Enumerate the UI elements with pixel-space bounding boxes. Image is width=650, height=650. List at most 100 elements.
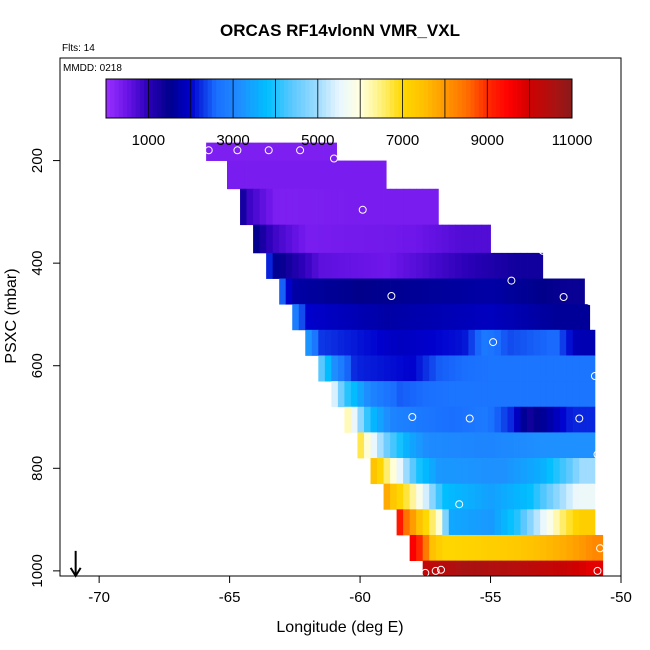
heatmap-cell-r8-c33 bbox=[533, 355, 541, 382]
heatmap-cell-r2-c1 bbox=[246, 188, 254, 226]
heatmap-cell-r13-c10 bbox=[448, 483, 456, 510]
heatmap-cell-r1-c2 bbox=[240, 160, 247, 190]
heatmap-cell-r6-c28 bbox=[474, 304, 482, 331]
heatmap-cell-r2-c5 bbox=[272, 188, 280, 226]
heatmap-cell-r6-c10 bbox=[357, 304, 365, 331]
heatmap-cell-r5-c29 bbox=[468, 278, 476, 305]
heatmap-cell-r8-c27 bbox=[494, 355, 502, 382]
heatmap-cell-r10-c8 bbox=[396, 406, 404, 433]
heatmap-cell-r7-c17 bbox=[416, 329, 424, 356]
heatmap-cell-r1-c13 bbox=[311, 160, 319, 190]
heatmap-cell-r6-c42 bbox=[566, 304, 574, 331]
heatmap-cell-r8-c14 bbox=[409, 355, 417, 382]
heatmap-cell-r4-c17 bbox=[377, 252, 384, 279]
heatmap-cell-r5-c1 bbox=[285, 278, 293, 305]
heatmap-cell-r7-c25 bbox=[468, 329, 476, 356]
heatmap-cell-r6-c30 bbox=[487, 304, 495, 331]
heatmap-cell-r12-c19 bbox=[494, 458, 502, 485]
heatmap-cell-r8-c5 bbox=[350, 355, 358, 382]
heatmap-cell-r8-c24 bbox=[474, 355, 482, 382]
heatmap-cell-r5-c38 bbox=[527, 278, 534, 305]
colorbar-swatch-86 bbox=[470, 79, 475, 118]
heatmap-cell-r14-c29 bbox=[585, 509, 593, 536]
heatmap-cell-r15-c11 bbox=[481, 534, 489, 562]
heatmap-cell-r4-c41 bbox=[533, 252, 541, 279]
chart-title: ORCAS RF14vlonN VMR_VXL bbox=[220, 21, 460, 40]
heatmap-cell-r3-c2 bbox=[266, 224, 274, 254]
heatmap-cell-r14-c12 bbox=[474, 509, 482, 536]
colorbar-swatch-41 bbox=[279, 79, 285, 118]
heatmap-cell-r12-c23 bbox=[520, 458, 528, 485]
colorbar-swatch-53 bbox=[330, 79, 336, 118]
heatmap-cell-r14-c14 bbox=[487, 509, 495, 536]
heatmap-cell-r7-c16 bbox=[409, 329, 417, 356]
heatmap-cell-r2-c13 bbox=[324, 188, 332, 226]
plot-frame bbox=[59, 57, 622, 577]
heatmap-cell-r8-c21 bbox=[455, 355, 463, 382]
heatmap-cell-r5-c2 bbox=[292, 278, 300, 305]
heatmap-cell-r11-c5 bbox=[390, 432, 397, 459]
heatmap-cell-r9-c7 bbox=[377, 381, 384, 408]
heatmap-cell-r10-c29 bbox=[533, 406, 541, 433]
heatmap-cell-r7-c36 bbox=[540, 329, 548, 356]
heatmap-cell-r10-c19 bbox=[468, 406, 476, 433]
heatmap-cell-r11-c27 bbox=[533, 432, 541, 459]
heatmap-cell-r4-c42 bbox=[540, 252, 544, 279]
colorbar-swatch-92 bbox=[495, 79, 501, 118]
heatmap-cell-r0-c5 bbox=[238, 142, 246, 161]
heatmap-cell-r11-c23 bbox=[507, 432, 515, 459]
heatmap-cell-r14-c16 bbox=[500, 509, 508, 536]
heatmap-cell-r4-c33 bbox=[481, 252, 489, 279]
heatmap-cell-r16-c24 bbox=[579, 560, 587, 577]
colorbar-swatch-81 bbox=[449, 79, 454, 118]
heatmap-cell-r6-c11 bbox=[363, 304, 371, 331]
heatmap-cell-r13-c5 bbox=[416, 483, 424, 510]
heatmap-cell-r14-c0 bbox=[396, 509, 404, 536]
heatmap-cell-r0-c19 bbox=[330, 142, 337, 161]
heatmap-cell-r0-c15 bbox=[303, 142, 311, 161]
colorbar-swatch-106 bbox=[555, 79, 560, 118]
colorbar-swatch-75 bbox=[423, 79, 429, 118]
colorbar-tick-label-0: 1000 bbox=[132, 132, 165, 149]
heatmap-cell-r13-c17 bbox=[494, 483, 502, 510]
heatmap-cell-r9-c10 bbox=[396, 381, 404, 408]
heatmap-cell-r11-c26 bbox=[527, 432, 534, 459]
heatmap-cell-r2-c4 bbox=[266, 188, 274, 226]
heatmap-cell-r16-c0 bbox=[422, 560, 430, 577]
colorbar-swatch-65 bbox=[381, 79, 386, 118]
heatmap-cell-r9-c15 bbox=[429, 381, 437, 408]
date-annotation: MMDD: 0218 bbox=[63, 63, 122, 74]
heatmap-cell-r3-c22 bbox=[396, 224, 404, 254]
heatmap-cell-r6-c3 bbox=[311, 304, 319, 331]
heatmap-cell-r14-c27 bbox=[572, 509, 580, 536]
y-tick-label-0: 200 bbox=[29, 148, 46, 173]
heatmap-cell-r9-c26 bbox=[500, 381, 508, 408]
heatmap-cell-r0-c18 bbox=[323, 142, 331, 161]
heatmap-cell-r6-c33 bbox=[507, 304, 515, 331]
heatmap-cell-r6-c4 bbox=[318, 304, 326, 331]
heatmap-cell-r14-c3 bbox=[416, 509, 424, 536]
heatmap-cell-r15-c16 bbox=[514, 534, 521, 562]
heatmap-cell-r10-c6 bbox=[383, 406, 391, 433]
heatmap-cell-r8-c9 bbox=[377, 355, 384, 382]
heatmap-cell-r4-c32 bbox=[474, 252, 482, 279]
heatmap-cell-r9-c13 bbox=[416, 381, 424, 408]
heatmap-cell-r5-c21 bbox=[416, 278, 424, 305]
colorbar-swatch-107 bbox=[559, 79, 564, 118]
heatmap-cell-r12-c11 bbox=[442, 458, 450, 485]
colorbar-swatch-22 bbox=[199, 79, 204, 118]
heatmap-cell-r4-c24 bbox=[422, 252, 430, 279]
heatmap-cell-r16-c20 bbox=[553, 560, 561, 577]
heatmap-cell-r4-c39 bbox=[520, 252, 528, 279]
heatmap-cell-r12-c31 bbox=[572, 458, 580, 485]
heatmap-cell-r9-c16 bbox=[435, 381, 443, 408]
heatmap-cell-r13-c3 bbox=[403, 483, 411, 510]
colorbar-swatch-101 bbox=[533, 79, 539, 118]
colorbar-swatch-18 bbox=[182, 79, 187, 118]
heatmap-cell-r6-c35 bbox=[520, 304, 528, 331]
heatmap-cell-r8-c29 bbox=[507, 355, 515, 382]
flights-annotation: Flts: 14 bbox=[62, 43, 95, 54]
colorbar-swatch-69 bbox=[398, 79, 403, 118]
heatmap-cell-r1-c23 bbox=[377, 160, 384, 190]
heatmap-cell-r8-c32 bbox=[527, 355, 534, 382]
